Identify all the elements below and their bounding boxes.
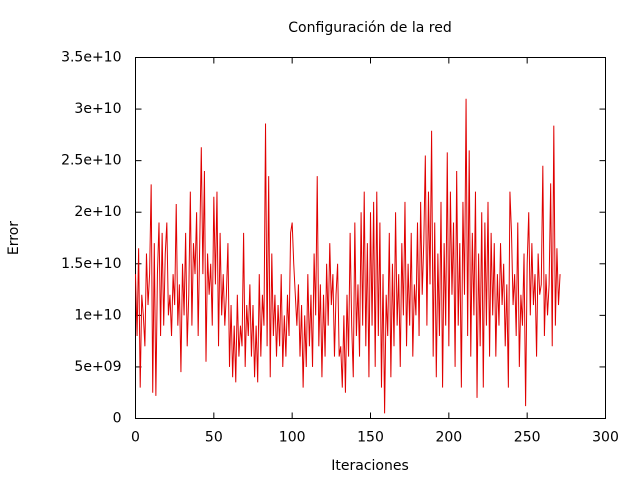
y-tick-label: 1e+10 <box>74 307 121 323</box>
data-line <box>135 98 561 414</box>
x-axis-label: Iteraciones <box>331 458 409 474</box>
y-tick-label: 0 <box>113 411 122 427</box>
x-tick-label: 200 <box>435 430 462 446</box>
y-tick-label: 1.5e+10 <box>61 256 121 272</box>
x-tick-label: 150 <box>357 430 384 446</box>
chart-title: Configuración de la red <box>288 20 451 36</box>
x-tick-label: 100 <box>279 430 306 446</box>
x-tick-label: 300 <box>592 430 619 446</box>
y-axis-label: Error <box>6 221 22 255</box>
x-tick-label: 50 <box>205 430 223 446</box>
y-tick-label: 3.5e+10 <box>61 50 121 66</box>
y-tick-label: 2.5e+10 <box>61 153 121 169</box>
x-tick-label: 250 <box>514 430 541 446</box>
y-tick-label: 2e+10 <box>74 204 121 220</box>
y-tick-label: 5e+09 <box>74 359 121 375</box>
x-tick-label: 0 <box>131 430 140 446</box>
y-tick-label: 3e+10 <box>74 101 121 117</box>
